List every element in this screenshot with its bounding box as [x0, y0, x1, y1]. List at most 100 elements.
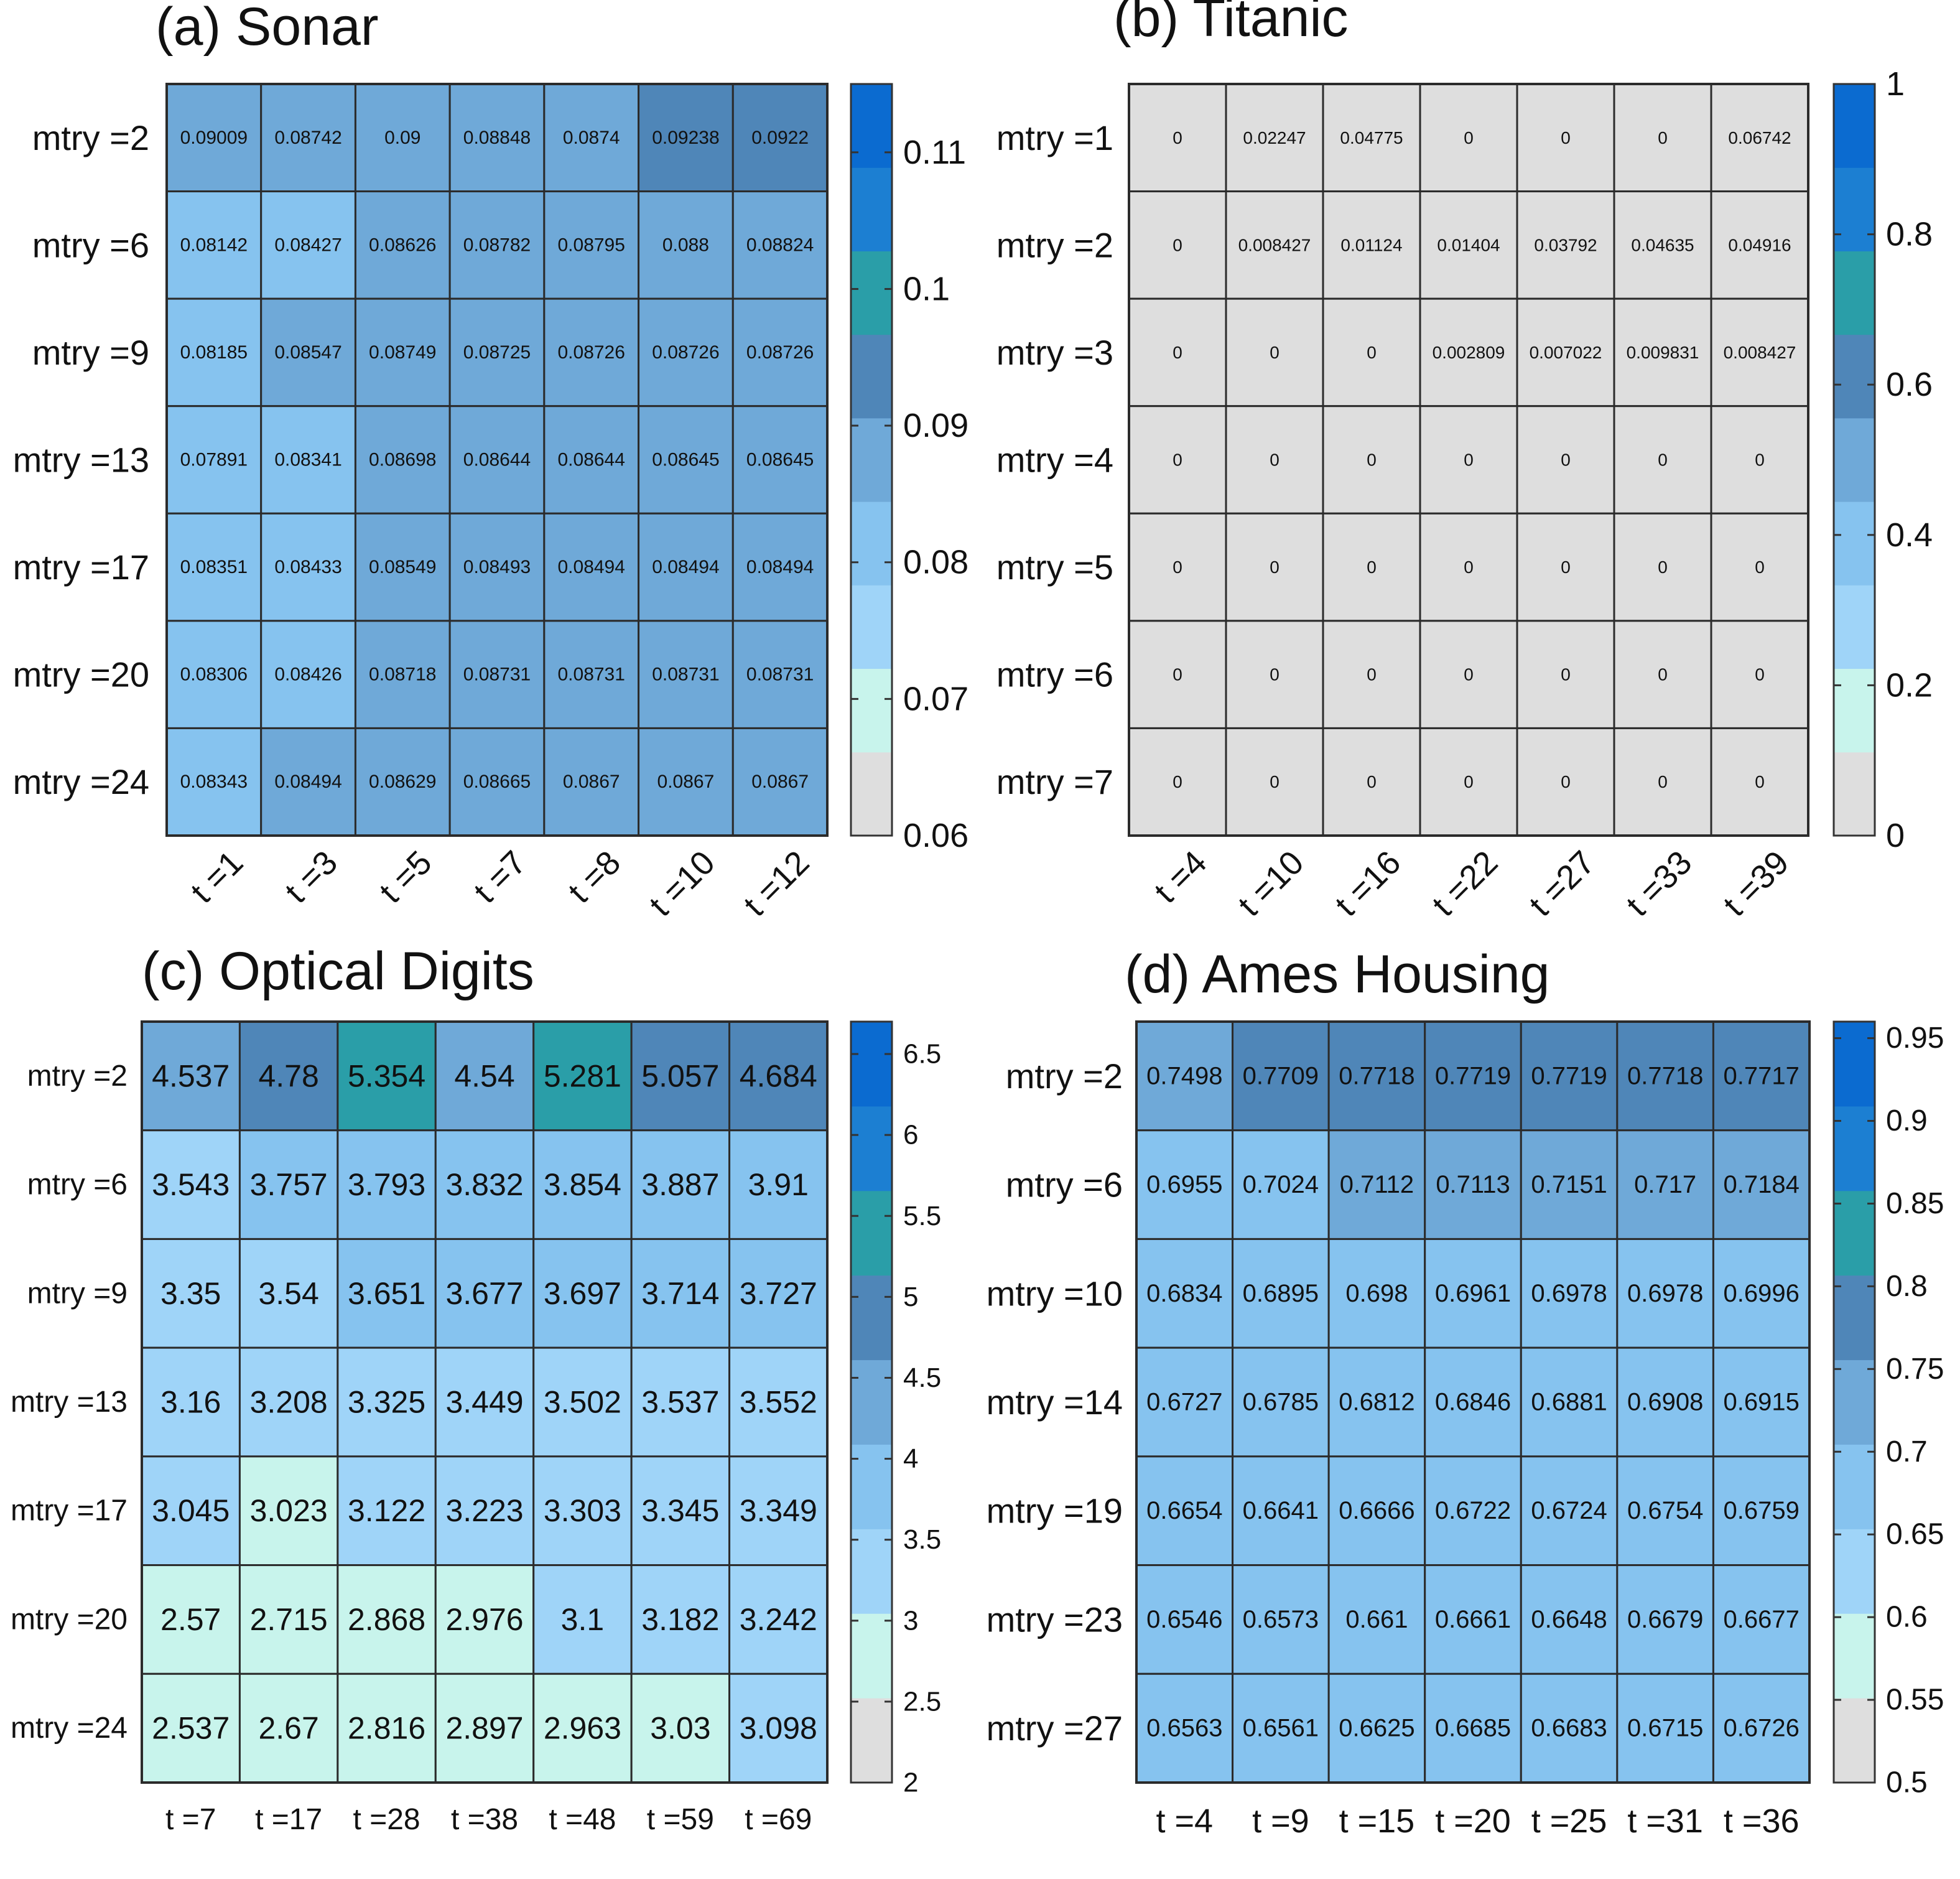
x-tick-label: t =12 [736, 844, 816, 923]
cell-value-label: 0.6722 [1435, 1497, 1511, 1524]
heatmap-cell [1135, 1129, 1234, 1240]
heatmap-cell [141, 1455, 241, 1567]
cell-value-label: 0.6648 [1531, 1606, 1607, 1633]
cell-value-label: 0 [1173, 343, 1182, 362]
cell-value-label: 0.7719 [1531, 1062, 1607, 1089]
heatmap-cell [638, 83, 734, 193]
cell-value-label: 0.7719 [1435, 1062, 1511, 1089]
heatmap-cell [1225, 620, 1324, 729]
heatmap-cell [1424, 1020, 1522, 1132]
heatmap-cell [532, 1564, 633, 1675]
cell-value-label: 0.6726 [1724, 1715, 1800, 1742]
colorbar-segment [1834, 334, 1875, 419]
heatmap-panel-2: (b) Titanic 0 0.02247 0.04775 0 0 0 0.06742 0 0.0… [996, 0, 1933, 923]
cell-value-label: 4.54 [454, 1058, 514, 1093]
heatmap-cell [434, 1129, 535, 1240]
heatmap-cell [337, 1455, 437, 1567]
heatmap-cell [1327, 1346, 1426, 1458]
colorbar-tick-label: 0.2 [1886, 666, 1933, 704]
cell-value-label: 0 [1464, 665, 1474, 684]
cell-value-label: 0.7498 [1146, 1062, 1222, 1089]
x-tick-label: t =3 [278, 844, 345, 910]
heatmap-cell [1520, 1564, 1619, 1675]
cell-value-label: 3.223 [445, 1493, 523, 1528]
cell-value-label: 4.78 [258, 1058, 318, 1093]
x-tick-label: t =10 [642, 844, 722, 923]
cell-value-label: 0.6654 [1146, 1497, 1222, 1524]
heatmap-cell [1322, 405, 1421, 515]
heatmap-cell [1712, 1672, 1811, 1784]
cell-value-label: 0 [1173, 128, 1182, 147]
heatmap-cell [543, 620, 640, 729]
heatmap-cell [630, 1455, 731, 1567]
cell-value-label: 3.182 [641, 1602, 719, 1637]
colorbar-segment [1834, 1698, 1875, 1783]
cell-value-label: 0 [1367, 772, 1377, 791]
cell-value-label: 3.349 [740, 1493, 817, 1528]
colorbar-tick-label: 0.6 [1886, 1601, 1928, 1634]
grid-border [1135, 1020, 1811, 1784]
cell-value-label: 0.08343 [180, 772, 248, 792]
cell-value-label: 3.727 [740, 1276, 817, 1311]
heatmap-cell [1424, 1238, 1522, 1349]
heatmap-cell [1520, 1020, 1619, 1132]
heatmap-cell [1232, 1238, 1330, 1349]
cell-value-label: 0.7717 [1724, 1062, 1800, 1089]
colorbar-segment [851, 501, 892, 585]
colorbar-segment [1834, 84, 1875, 168]
cell-value-label: 0.6685 [1435, 1715, 1511, 1742]
cell-value-label: 0 [1173, 557, 1182, 577]
cell-value-label: 0.07891 [180, 450, 248, 470]
cell-value-label: 0.08782 [463, 235, 531, 255]
heatmap-cell [1419, 83, 1518, 193]
cell-value-label: 3.345 [641, 1493, 719, 1528]
colorbar-segment [1834, 1444, 1875, 1529]
heatmap-cell [448, 405, 546, 515]
cell-value-label: 3.208 [250, 1385, 328, 1420]
cell-value-label: 3.91 [748, 1167, 809, 1202]
cell-value-label: 0 [1270, 772, 1280, 791]
y-tick-label: mtry =23 [987, 1600, 1123, 1639]
heatmap-cell [434, 1672, 535, 1784]
heatmap-cell [165, 405, 262, 515]
cell-value-label: 0.6881 [1531, 1389, 1607, 1416]
colorbar-border [1832, 1020, 1876, 1784]
colorbar-segment [1834, 585, 1875, 669]
cell-value-label: 0.01404 [1437, 235, 1500, 254]
cell-value-label: 3.757 [250, 1167, 328, 1202]
y-tick-label: mtry =9 [27, 1277, 128, 1310]
cell-value-label: 0.09238 [652, 128, 719, 148]
heatmap-panel-1: (a) Sonar 0.09009 0.08742 0.09 0.08848 0.0874… [13, 0, 969, 923]
colorbar-segment [851, 84, 892, 168]
y-tick-label: mtry =24 [11, 1712, 128, 1745]
grid-border [165, 83, 829, 837]
heatmap-cell [165, 83, 262, 193]
cell-value-label: 0 [1755, 665, 1765, 684]
cell-value-label: 0 [1367, 450, 1377, 470]
heatmap-cell [1135, 1455, 1234, 1567]
cell-value-label: 0.09 [384, 128, 420, 148]
colorbar-tick-label: 0.65 [1886, 1518, 1944, 1551]
y-tick-label: mtry =2 [27, 1060, 128, 1093]
x-tick-label: t =4 [1147, 844, 1214, 910]
cell-value-label: 3.697 [544, 1276, 621, 1311]
heatmap-cell [630, 1346, 731, 1458]
cell-value-label: 2.963 [544, 1711, 621, 1746]
cell-value-label: 0.6724 [1531, 1497, 1607, 1524]
heatmap-cell [1232, 1564, 1330, 1675]
colorbar-segment [1834, 167, 1875, 251]
heatmap-cell [543, 727, 640, 837]
heatmap-cell [1516, 190, 1615, 300]
heatmap-cell [732, 190, 829, 300]
colorbar-segment [1834, 752, 1875, 836]
cell-value-label: 3.098 [740, 1711, 817, 1746]
x-tick-label: t =4 [1156, 1802, 1213, 1840]
heatmap-cell [448, 620, 546, 729]
cell-value-label: 3.854 [544, 1167, 621, 1202]
x-tick-label: t =69 [745, 1803, 812, 1836]
colorbar-tick-label: 0.8 [1886, 1270, 1928, 1303]
cell-value-label: 0 [1270, 450, 1280, 470]
x-tick-label: t =28 [353, 1803, 420, 1836]
cell-value-label: 0 [1367, 343, 1377, 362]
